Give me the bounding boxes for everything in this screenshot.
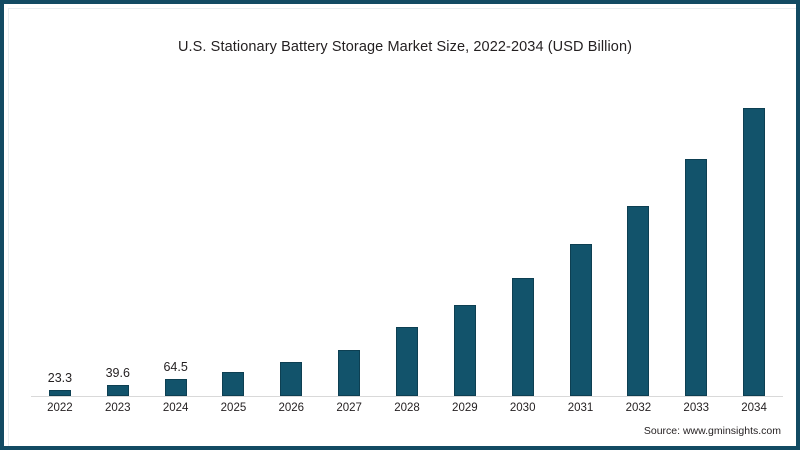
bar-slot <box>727 89 781 396</box>
bar-value-label-2022: 23.3 <box>47 370 73 385</box>
chart-inner-frame: U.S. Stationary Battery Storage Market S… <box>8 8 796 446</box>
chart-title: U.S. Stationary Battery Storage Market S… <box>177 39 633 55</box>
x-tick-label-2034: 2034 <box>741 402 767 414</box>
bar-2025[interactable] <box>222 372 245 396</box>
plot-area: 23.3 39.6 64.5 <box>31 89 783 397</box>
x-tick-label-2028: 2028 <box>394 402 420 414</box>
source-attribution: Source: www.gminsights.com <box>643 425 781 437</box>
bar-2024[interactable] <box>164 378 187 396</box>
x-tick-label-2029: 2029 <box>452 402 478 414</box>
x-tick-label-2022: 2022 <box>47 402 73 414</box>
bar-2023[interactable] <box>106 385 129 396</box>
x-tick-label-2023: 2023 <box>104 402 131 414</box>
x-tick-label-2030: 2030 <box>509 402 536 414</box>
bar-2034[interactable] <box>743 107 766 396</box>
bar-2033[interactable] <box>685 158 708 396</box>
bar-2026[interactable] <box>280 362 303 396</box>
bar-slot <box>322 89 376 396</box>
bar-slot <box>496 89 550 396</box>
x-tick-label-2032: 2032 <box>625 402 652 414</box>
bar-slot <box>669 89 723 396</box>
bar-slot <box>438 89 492 396</box>
bar-value-label-2024: 64.5 <box>163 359 188 374</box>
x-tick-label-2033: 2033 <box>683 402 710 414</box>
bar-slot <box>380 89 434 396</box>
x-tick-label-2027: 2027 <box>336 402 362 414</box>
bar-2027[interactable] <box>338 350 361 396</box>
x-tick-label-2026: 2026 <box>278 402 305 414</box>
bar-slot <box>264 89 318 396</box>
x-tick-label-2031: 2031 <box>567 402 594 414</box>
bar-2030[interactable] <box>511 277 534 396</box>
bar-slot: 39.6 <box>91 89 145 396</box>
x-axis-line <box>31 396 783 397</box>
bar-2031[interactable] <box>569 243 592 396</box>
bar-slot <box>206 89 260 396</box>
bar-slot: 64.5 <box>149 89 203 396</box>
bar-2022[interactable] <box>48 389 71 396</box>
bar-2028[interactable] <box>396 327 418 396</box>
x-tick-label-2024: 2024 <box>162 402 189 414</box>
x-tick-label-2025: 2025 <box>220 402 247 414</box>
bar-2032[interactable] <box>627 205 650 396</box>
bar-slot <box>611 89 665 396</box>
x-axis-labels: 2022 2023 2024 2025 2026 2027 2028 2029 2030 2031… <box>31 402 783 424</box>
bar-2029[interactable] <box>453 305 476 396</box>
bar-slot: 23.3 <box>33 89 87 396</box>
bar-slot <box>554 89 608 396</box>
bar-value-label-2023: 39.6 <box>105 366 130 381</box>
